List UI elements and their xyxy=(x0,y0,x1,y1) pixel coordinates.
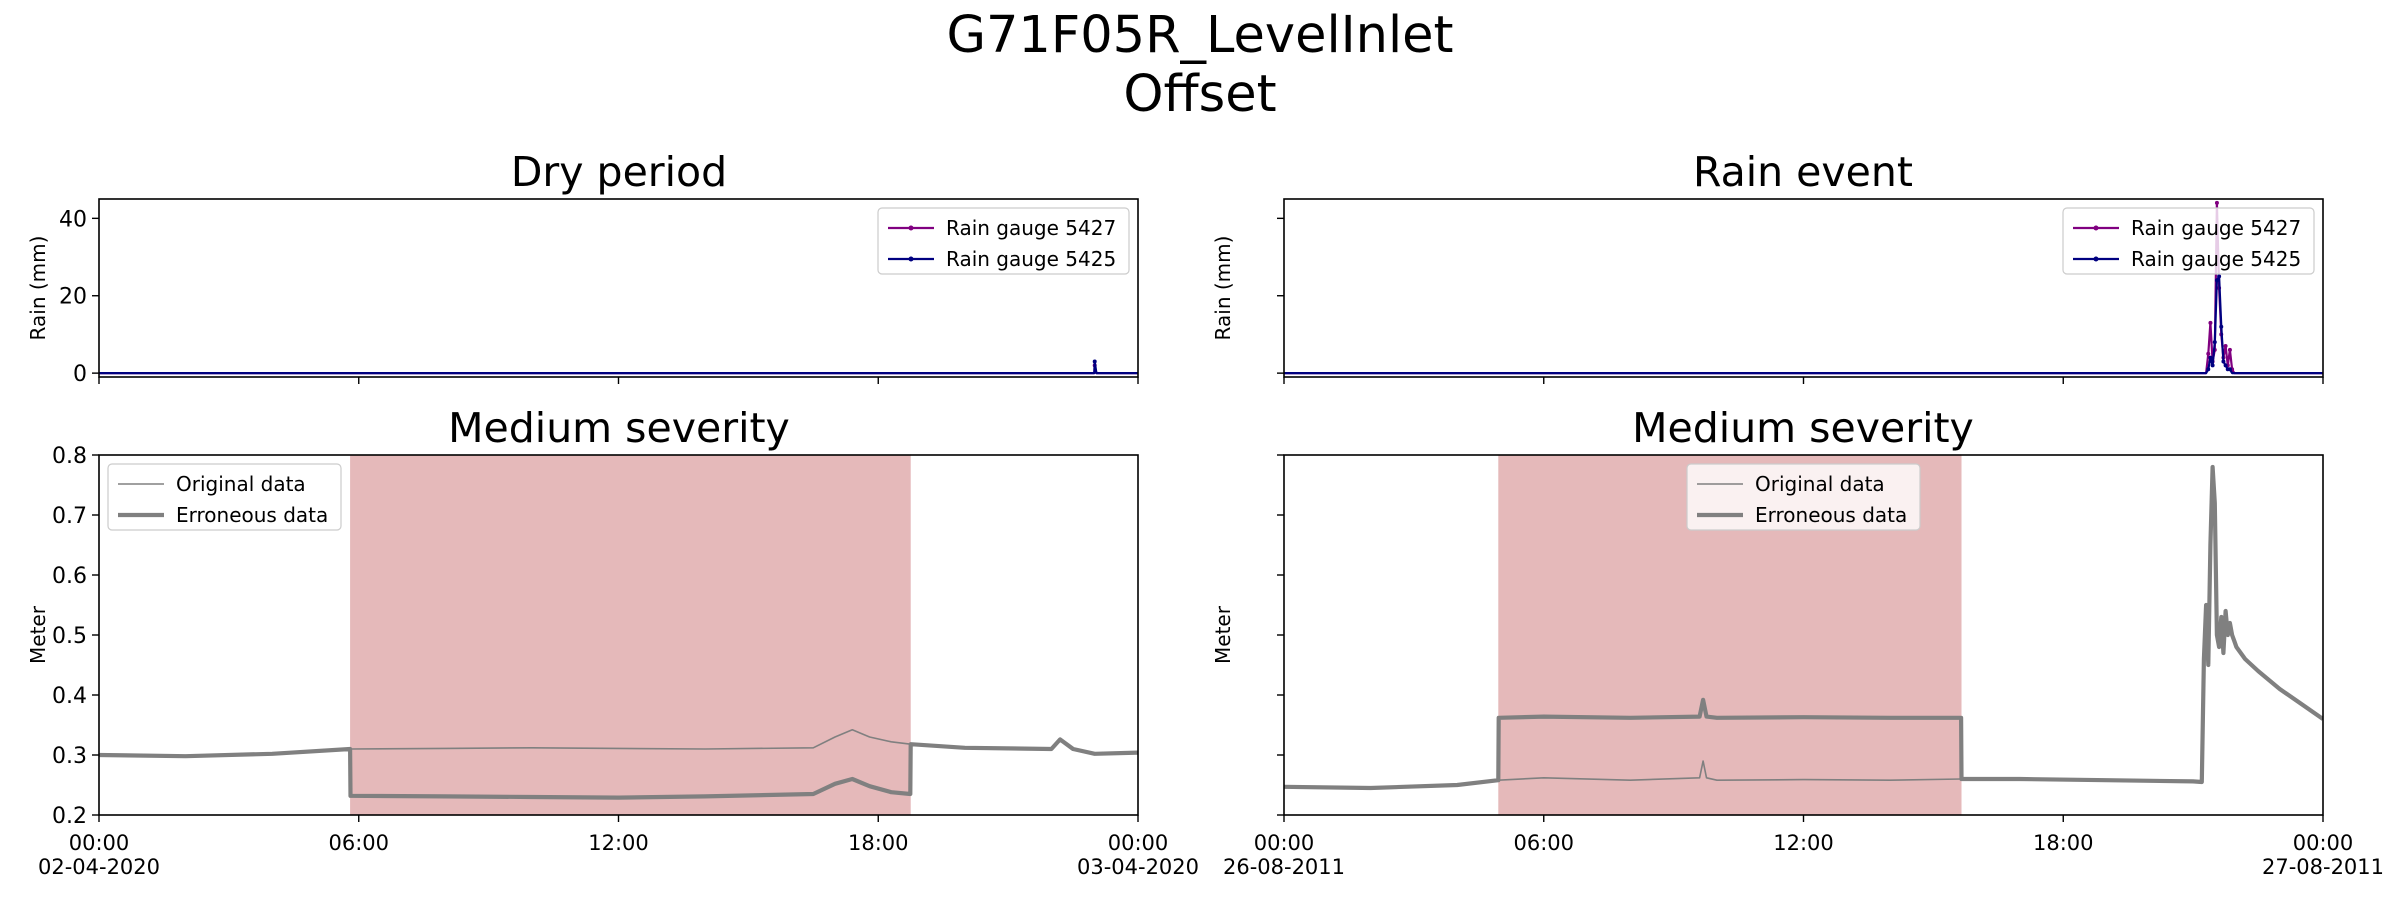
data-point xyxy=(2223,344,2228,349)
data-point xyxy=(2227,367,2232,372)
data-point xyxy=(2217,274,2222,279)
series-line-2 xyxy=(99,737,1138,800)
x-tick-label: 06:00 xyxy=(328,831,389,855)
data-point xyxy=(2214,278,2219,283)
legend-label: Erroneous data xyxy=(1755,503,1907,527)
legend-marker xyxy=(2093,256,2099,262)
x-tick-label: 00:00 xyxy=(2293,831,2354,855)
data-point xyxy=(2221,359,2226,364)
data-point xyxy=(2208,320,2213,325)
data-point xyxy=(2208,355,2213,360)
series-group xyxy=(1284,464,2323,791)
y-tick-label: 0 xyxy=(73,362,87,387)
y-axis-label: Meter xyxy=(26,605,50,664)
legend-box xyxy=(2062,207,2315,275)
y-tick-label: 0.7 xyxy=(52,504,87,529)
x-tick-label: 00:00 xyxy=(1108,831,1169,855)
chart-title: Medium severity xyxy=(1632,404,1974,452)
y-axis-label: Rain (mm) xyxy=(1211,236,1235,341)
legend: Original data Erroneous data xyxy=(1686,463,1921,531)
data-point xyxy=(2210,363,2215,368)
data-point xyxy=(2206,367,2211,372)
error-span xyxy=(350,455,911,815)
y-axis-label: Meter xyxy=(1211,605,1235,664)
y-tick-label: 0.2 xyxy=(52,804,87,829)
series-line-2 xyxy=(1284,275,2323,375)
data-point xyxy=(2223,363,2228,368)
y-tick-label: 40 xyxy=(59,207,87,232)
data-point xyxy=(1092,359,1097,364)
y-tick-label: 0.4 xyxy=(52,684,87,709)
data-point xyxy=(2227,347,2232,352)
figure-subtitle: Offset xyxy=(1123,65,1276,124)
legend: Original data Erroneous data xyxy=(107,463,342,531)
y-axis-label: Rain (mm) xyxy=(26,236,50,341)
x-tick-date-label: 02-04-2020 xyxy=(38,855,160,879)
x-tick-label: 18:00 xyxy=(2033,831,2094,855)
legend-marker xyxy=(2093,225,2099,231)
data-point xyxy=(2212,340,2217,345)
x-tick-date-label: 27-08-2011 xyxy=(2262,855,2384,879)
x-tick-label: 00:00 xyxy=(1254,831,1315,855)
chart-level-rain: Medium severityMeter00:0026-08-201106:00… xyxy=(1211,404,2384,879)
legend-label: Original data xyxy=(1755,472,1885,496)
legend-box xyxy=(1686,463,1921,531)
chart-level-dry: Medium severity 0.2 0.3 0.4 0.5 0.6 0.7 0.8 Mete… xyxy=(26,404,1199,879)
legend-label: Rain gauge 5425 xyxy=(946,247,1116,271)
legend-marker xyxy=(908,256,914,262)
series-line-2 xyxy=(1284,464,2323,791)
x-tick-label: 00:00 xyxy=(69,831,130,855)
series-group xyxy=(99,359,1138,375)
legend-label: Original data xyxy=(176,472,306,496)
legend-box xyxy=(877,207,1130,275)
x-tick-label: 18:00 xyxy=(848,831,909,855)
series-line-2 xyxy=(99,360,1138,375)
x-tick-date-label: 03-04-2020 xyxy=(1077,855,1199,879)
chart-title: Rain event xyxy=(1693,148,1913,196)
chart-title: Dry period xyxy=(511,148,727,196)
y-tick-label: 0.8 xyxy=(52,444,87,469)
legend-label: Rain gauge 5427 xyxy=(946,216,1116,240)
legend-marker xyxy=(908,225,914,231)
x-tick-label: 06:00 xyxy=(1513,831,1574,855)
y-tick-label: 0.6 xyxy=(52,564,87,589)
legend-label: Erroneous data xyxy=(176,503,328,527)
data-point xyxy=(2206,351,2211,356)
legend: Rain gauge 5427 Rain gauge 5425 xyxy=(877,207,1130,275)
chart-title: Medium severity xyxy=(448,404,790,452)
x-tick-label: 12:00 xyxy=(588,831,649,855)
x-tick-date-label: 26-08-2011 xyxy=(1223,855,1345,879)
data-point xyxy=(2219,324,2224,329)
y-tick-label: 20 xyxy=(59,285,87,310)
y-tick-label: 0.3 xyxy=(52,744,87,769)
series-line-1 xyxy=(99,364,1138,375)
y-tick-label: 0.5 xyxy=(52,624,87,649)
legend-label: Rain gauge 5425 xyxy=(2131,247,2301,271)
legend-label: Rain gauge 5427 xyxy=(2131,216,2301,240)
legend: Rain gauge 5427 Rain gauge 5425 xyxy=(2062,207,2315,275)
x-tick-label: 12:00 xyxy=(1773,831,1834,855)
legend-box xyxy=(107,463,342,531)
figure-title: G71F05R_LevelInlet xyxy=(946,6,1453,65)
data-point xyxy=(2214,200,2219,205)
series-group xyxy=(1284,200,2323,375)
series-group xyxy=(99,728,1138,800)
